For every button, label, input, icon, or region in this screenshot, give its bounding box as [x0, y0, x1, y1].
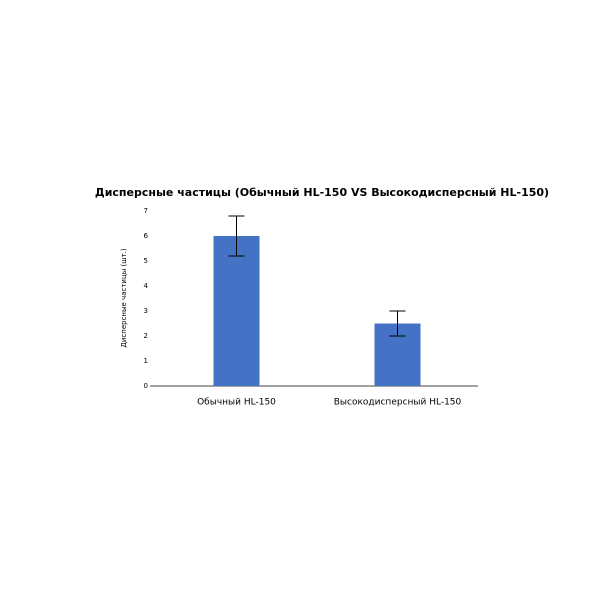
y-axis-label: Дисперсные частицы (шт.) — [120, 248, 128, 348]
chart-title: Дисперсные частицы (Обычный HL-150 VS Вы… — [95, 186, 549, 199]
y-tick-label: 1 — [144, 357, 148, 365]
y-tick-label: 6 — [144, 232, 149, 240]
x-tick-label: Обычный HL-150 — [197, 398, 276, 408]
x-tick-label: Высокодисперсный HL-150 — [334, 398, 462, 408]
y-tick-label: 5 — [144, 257, 148, 265]
y-tick-label: 7 — [144, 207, 148, 215]
error-bar — [389, 310, 406, 337]
y-tick-label: 0 — [144, 382, 148, 390]
y-tick-label: 3 — [144, 307, 148, 315]
y-tick-label: 2 — [144, 332, 148, 340]
bar — [213, 236, 260, 386]
y-tick-label: 4 — [144, 282, 149, 290]
error-bar — [228, 215, 245, 257]
